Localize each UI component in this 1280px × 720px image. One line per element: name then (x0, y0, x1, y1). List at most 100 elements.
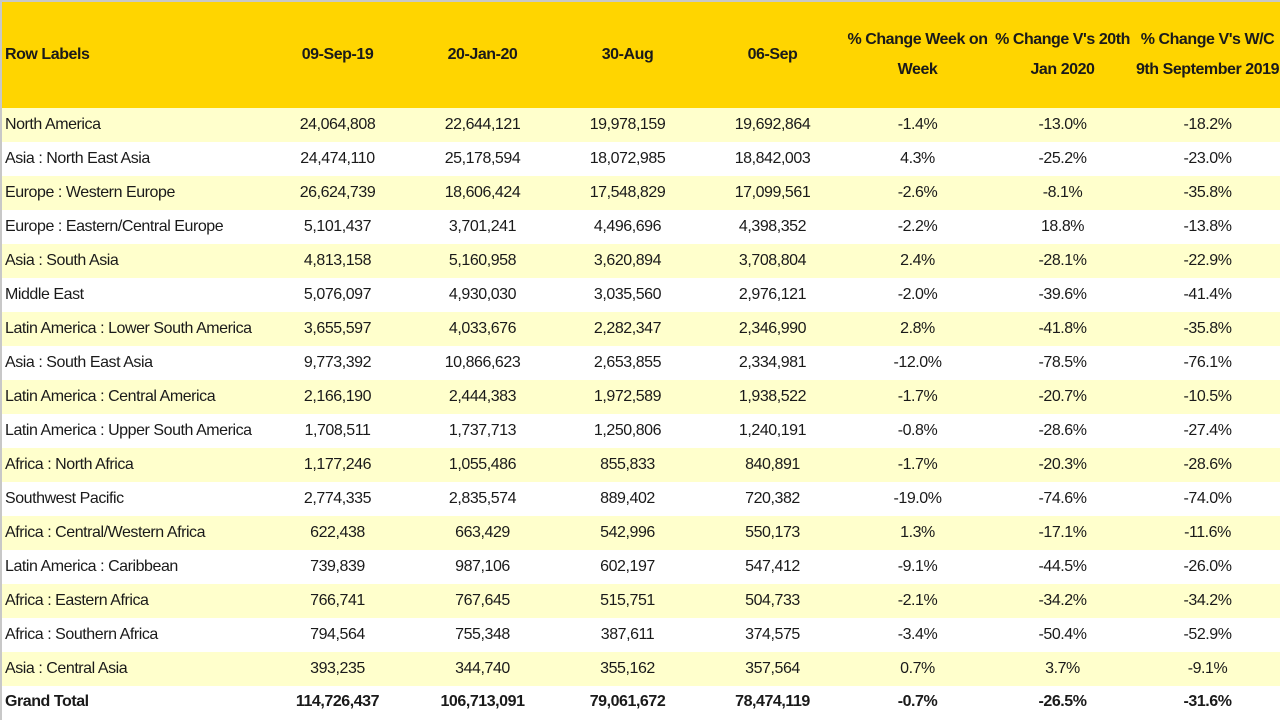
cell-06-sep: 840,891 (700, 448, 845, 482)
cell-20-jan-20: 3,701,241 (448, 218, 517, 235)
row-label: Europe : Eastern/Central Europe (5, 218, 224, 235)
cell-06-sep: 3,708,804 (700, 244, 845, 278)
grand-total-row: Grand Total 114,726,437 106,713,091 79,061,… (2, 686, 1280, 718)
cell-pct-week-on-week: 2.4% (845, 244, 990, 278)
cell-30-aug: 602,197 (600, 558, 655, 575)
cell-pct-vs-20-jan-2020: -8.1% (990, 176, 1135, 210)
cell-30-aug: 4,496,696 (593, 218, 662, 235)
cell-09-sep-19: 26,624,739 (265, 176, 410, 210)
cell-30-aug: 19,978,159 (555, 108, 700, 142)
row-label: Asia : North East Asia (5, 150, 150, 167)
table-row: Asia : North East Asia 24,474,110 25,178,5… (2, 142, 1280, 176)
row-label: Southwest Pacific (5, 490, 124, 507)
cell-pct-week-on-week: -1.7% (845, 448, 990, 482)
cell-pct-vs-wc-9-sep-2019: -13.8% (1183, 218, 1232, 235)
cell-09-sep-19: 2,774,335 (303, 490, 372, 507)
cell-09-sep-19: 5,101,437 (303, 218, 372, 235)
cell-09-sep-19: 393,235 (265, 652, 410, 686)
cell-06-sep: 18,842,003 (734, 150, 811, 167)
row-label: Africa : Central/Western Africa (2, 516, 265, 550)
cell-30-aug: 3,035,560 (593, 286, 662, 303)
cell-20-jan-20: 25,178,594 (444, 150, 521, 167)
cell-06-sep: 17,099,561 (700, 176, 845, 210)
row-label: Latin America : Lower South America (2, 312, 265, 346)
cell-20-jan-20: 1,737,713 (448, 422, 517, 439)
table-row: Asia : Central Asia 393,235 344,740 355,162… (2, 652, 1280, 686)
cell-30-aug: 2,282,347 (555, 312, 700, 346)
cell-pct-vs-20-jan-2020: 3.7% (990, 652, 1135, 686)
row-label: Asia : South Asia (2, 244, 265, 278)
cell-20-jan-20: 4,033,676 (410, 312, 555, 346)
cell-30-aug: 17,548,829 (555, 176, 700, 210)
table-row: Middle East 5,076,097 4,930,030 3,035,560 2,… (2, 278, 1280, 312)
cell-pct-vs-wc-9-sep-2019: -10.5% (1135, 380, 1280, 414)
cell-pct-vs-wc-9-sep-2019: -35.8% (1135, 176, 1280, 210)
cell-pct-vs-20-jan-2020: -28.6% (1038, 422, 1087, 439)
cell-30-aug: 515,751 (555, 584, 700, 618)
cell-20-jan-20: 10,866,623 (444, 354, 521, 371)
cell-06-sep: 19,692,864 (700, 108, 845, 142)
cell-pct-vs-20-jan-2020: -74.6% (1038, 490, 1087, 507)
cell-30-aug: 79,061,672 (555, 686, 700, 718)
cell-pct-week-on-week: 4.3% (900, 150, 935, 167)
cell-09-sep-19: 1,708,511 (304, 422, 371, 439)
cell-pct-week-on-week: -2.2% (897, 218, 938, 235)
cell-20-jan-20: 344,740 (410, 652, 555, 686)
header-col-20-jan-20: 20-Jan-20 (410, 2, 555, 108)
row-label: Europe : Western Europe (2, 176, 265, 210)
cell-pct-week-on-week: -9.1% (897, 558, 938, 575)
cell-30-aug: 355,162 (555, 652, 700, 686)
row-label: Latin America : Central America (2, 380, 265, 414)
table-row: Europe : Eastern/Central Europe 5,101,437… (2, 210, 1280, 244)
cell-30-aug: 542,996 (555, 516, 700, 550)
cell-pct-vs-wc-9-sep-2019: -23.0% (1183, 150, 1232, 167)
table-row: Latin America : Central America 2,166,190… (2, 380, 1280, 414)
header-row-labels: Row Labels (2, 2, 265, 108)
cell-06-sep: 2,346,990 (700, 312, 845, 346)
cell-30-aug: 1,250,806 (593, 422, 662, 439)
cell-pct-vs-wc-9-sep-2019: -28.6% (1135, 448, 1280, 482)
cell-pct-vs-20-jan-2020: -17.1% (990, 516, 1135, 550)
row-label: Grand Total (2, 686, 265, 718)
cell-06-sep: 357,564 (700, 652, 845, 686)
cell-06-sep: 78,474,119 (700, 686, 845, 718)
cell-pct-vs-20-jan-2020: 18.8% (1040, 218, 1085, 235)
cell-09-sep-19: 24,064,808 (265, 108, 410, 142)
cell-pct-week-on-week: 0.7% (845, 652, 990, 686)
cell-06-sep: 2,976,121 (738, 286, 807, 303)
cell-30-aug: 387,611 (600, 626, 655, 643)
table-row: Africa : Eastern Africa 766,741 767,645 515… (2, 584, 1280, 618)
cell-30-aug: 855,833 (555, 448, 700, 482)
cell-06-sep: 504,733 (700, 584, 845, 618)
cell-20-jan-20: 18,606,424 (410, 176, 555, 210)
cell-pct-vs-wc-9-sep-2019: -74.0% (1183, 490, 1232, 507)
cell-09-sep-19: 5,076,097 (303, 286, 372, 303)
cell-09-sep-19: 739,839 (310, 558, 365, 575)
row-label: Asia : Central Asia (2, 652, 265, 686)
table-row: Latin America : Caribbean 739,839 987,106 6… (2, 550, 1280, 584)
cell-pct-week-on-week: -3.4% (897, 626, 938, 643)
cell-pct-week-on-week: -2.0% (897, 286, 938, 303)
cell-09-sep-19: 3,655,597 (265, 312, 410, 346)
cell-pct-vs-20-jan-2020: -20.7% (990, 380, 1135, 414)
table-row: Europe : Western Europe 26,624,739 18,606,… (2, 176, 1280, 210)
table-row: Latin America : Upper South America 1,708… (2, 414, 1280, 448)
cell-09-sep-19: 2,166,190 (265, 380, 410, 414)
cell-pct-week-on-week: -19.0% (893, 490, 942, 507)
cell-pct-week-on-week: -1.4% (845, 108, 990, 142)
header-col-09-sep-19: 09-Sep-19 (265, 2, 410, 108)
cell-20-jan-20: 767,645 (410, 584, 555, 618)
row-label: Asia : South East Asia (5, 354, 153, 371)
cell-pct-vs-wc-9-sep-2019: -34.2% (1135, 584, 1280, 618)
cell-09-sep-19: 794,564 (310, 626, 365, 643)
cell-pct-vs-wc-9-sep-2019: -11.6% (1135, 516, 1280, 550)
cell-pct-week-on-week: -1.7% (845, 380, 990, 414)
header-col-06-sep: 06-Sep (700, 2, 845, 108)
cell-pct-vs-20-jan-2020: -34.2% (990, 584, 1135, 618)
cell-09-sep-19: 766,741 (265, 584, 410, 618)
cell-pct-vs-20-jan-2020: -20.3% (990, 448, 1135, 482)
row-label: Africa : North Africa (2, 448, 265, 482)
cell-30-aug: 1,972,589 (555, 380, 700, 414)
cell-pct-vs-wc-9-sep-2019: -35.8% (1135, 312, 1280, 346)
cell-pct-vs-20-jan-2020: -50.4% (1038, 626, 1087, 643)
